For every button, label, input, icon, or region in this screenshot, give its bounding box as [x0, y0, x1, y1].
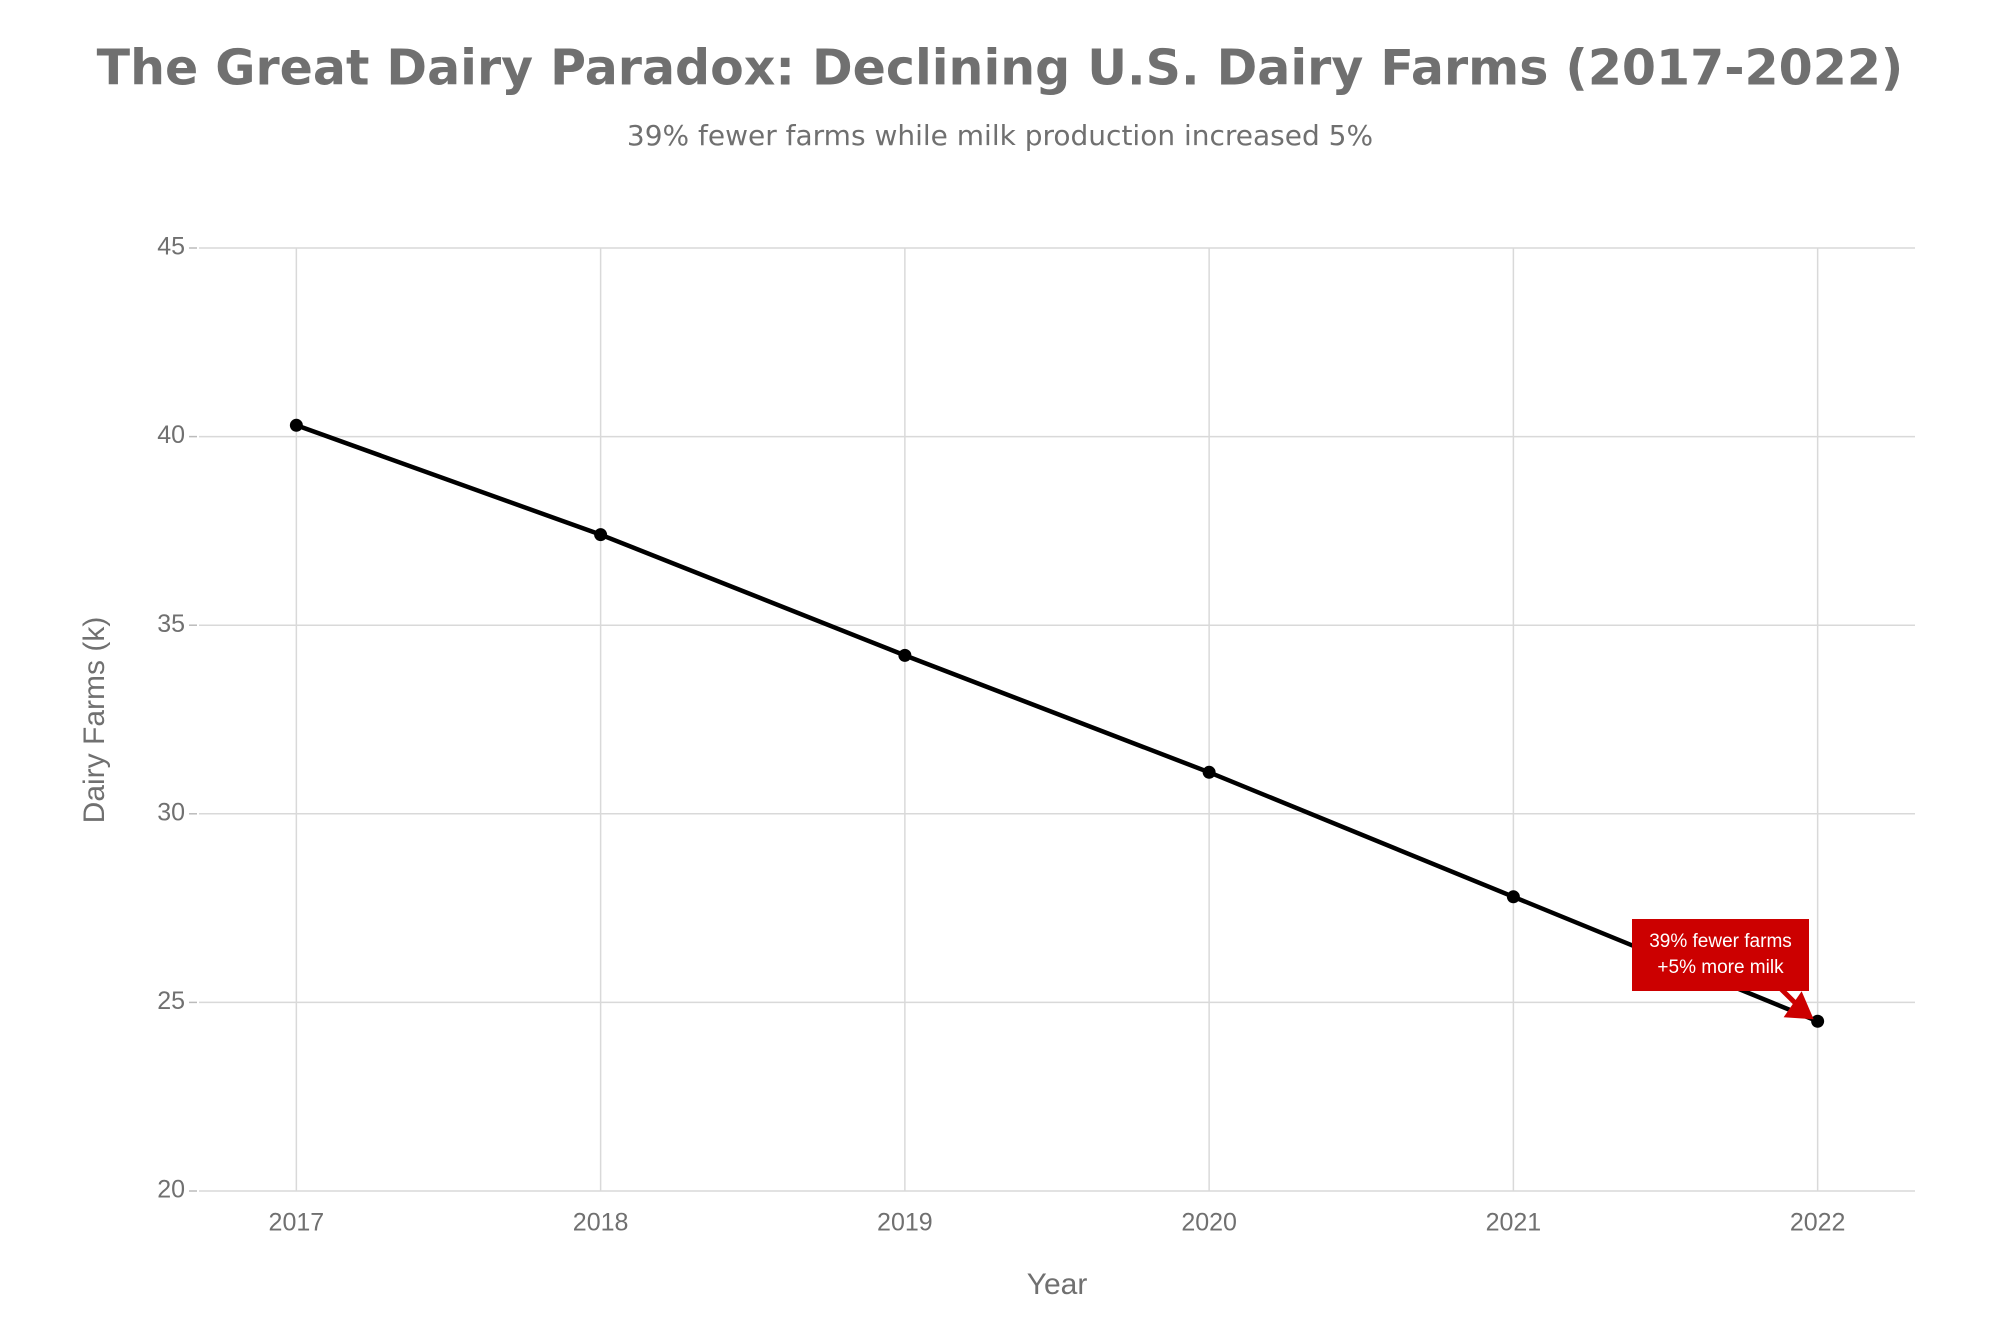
data-point — [898, 648, 912, 662]
data-point — [1506, 890, 1520, 904]
data-point — [1811, 1014, 1825, 1028]
chart-title: The Great Dairy Paradox: Declining U.S. … — [97, 40, 1904, 97]
y-tick-label: 20 — [157, 1176, 185, 1204]
x-axis-title: Year — [1027, 1268, 1088, 1301]
y-axis-title: Dairy Farms (k) — [78, 617, 111, 824]
x-tick-label: 2019 — [877, 1209, 933, 1237]
data-point — [289, 418, 303, 432]
x-tick-label: 2022 — [1790, 1209, 1846, 1237]
y-tick-label: 25 — [157, 987, 185, 1015]
annotation-text: 39% fewer farms — [1649, 931, 1792, 952]
y-tick-label: 45 — [157, 233, 185, 261]
x-tick-label: 2018 — [573, 1209, 629, 1237]
annotation: 39% fewer farms +5% more milk — [1632, 919, 1814, 1020]
x-tick-label: 2020 — [1181, 1209, 1237, 1237]
data-line — [295, 423, 1819, 1024]
annotation-arrowhead — [1783, 991, 1814, 1020]
data-point — [1202, 765, 1216, 779]
y-tick-label: 30 — [157, 798, 185, 826]
y-tick-label: 40 — [157, 421, 185, 449]
x-tick-label: 2017 — [269, 1209, 325, 1237]
y-tick-label: 35 — [157, 610, 185, 638]
chart-subtitle: 39% fewer farms while milk production in… — [627, 119, 1373, 152]
data-point — [594, 528, 608, 542]
x-tick-label: 2021 — [1486, 1209, 1542, 1237]
annotation-text: +5% more milk — [1657, 957, 1784, 978]
annotation-box — [1632, 919, 1809, 991]
